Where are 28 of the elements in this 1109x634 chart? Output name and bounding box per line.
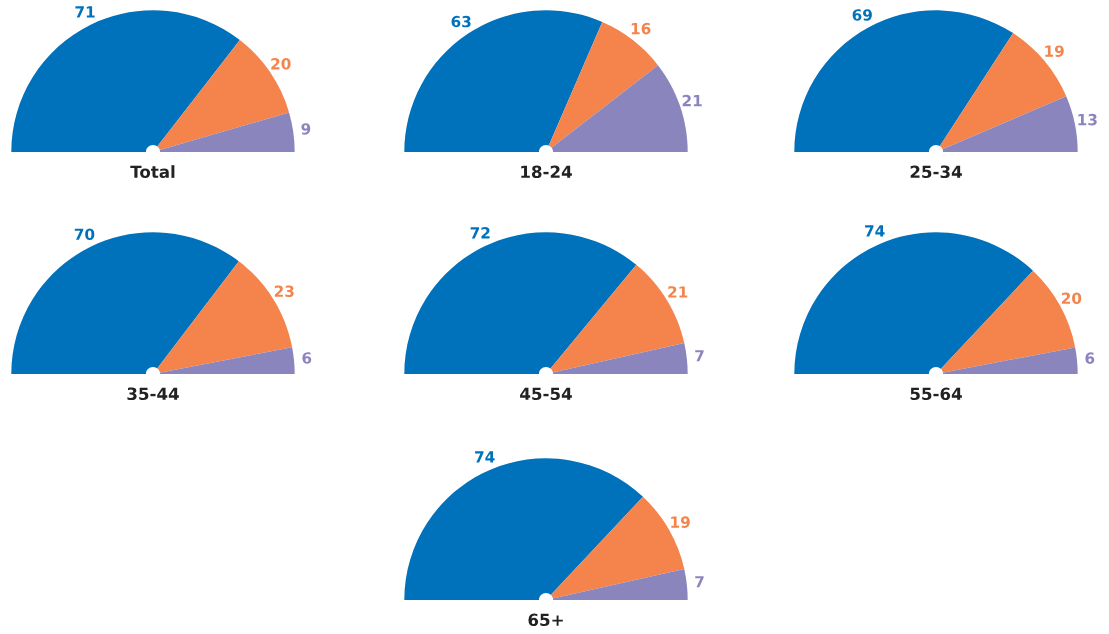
data-label: 9 [301, 123, 311, 135]
data-label: 7 [695, 576, 704, 588]
text: 55-64 [910, 387, 962, 401]
data-label: 63 [451, 15, 471, 28]
data-label: 69 [852, 9, 872, 21]
data-label: 21 [668, 286, 688, 298]
text: 18-24 [521, 165, 572, 179]
text: 25-34 [910, 165, 962, 179]
text: Total [130, 165, 175, 179]
text: 65+ [528, 613, 563, 627]
data-label: 16 [631, 22, 651, 35]
text: 45-54 [520, 387, 572, 401]
data-label: 74 [475, 451, 495, 463]
data-label: 20 [1061, 292, 1082, 305]
data-label: 23 [274, 285, 294, 297]
data-label: 13 [1078, 113, 1097, 126]
data-label: 21 [682, 94, 702, 107]
data-label: 6 [1085, 352, 1095, 364]
data-label: 7 [695, 350, 704, 362]
data-label: 6 [302, 352, 312, 364]
data-label: 70 [74, 228, 95, 241]
data-label: 19 [1045, 45, 1064, 57]
data-label: 20 [271, 58, 291, 70]
data-label: 19 [671, 516, 690, 528]
data-label: 72 [470, 227, 490, 239]
data-label: 74 [865, 225, 885, 237]
data-label: 71 [75, 6, 95, 18]
text: 35-44 [127, 387, 179, 401]
